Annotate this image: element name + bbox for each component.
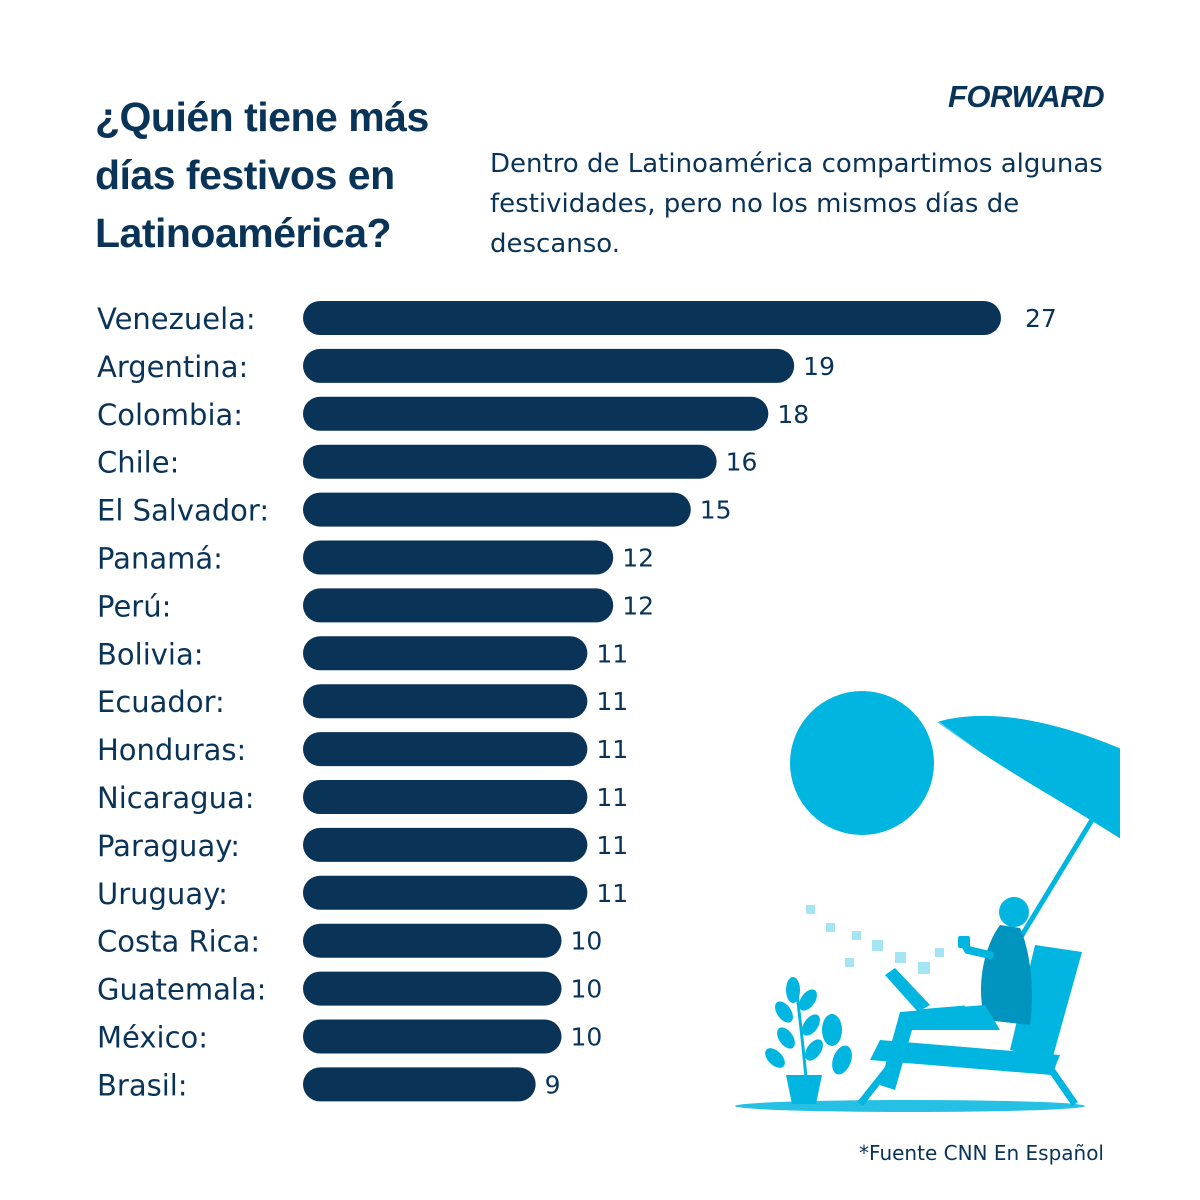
- bar: [303, 492, 691, 527]
- value-label: 12: [622, 591, 654, 620]
- value-label: 15: [700, 496, 732, 525]
- category-label: Honduras:: [97, 733, 246, 767]
- bar: [303, 1067, 536, 1102]
- value-label: 19: [803, 352, 835, 381]
- beach-umbrella-person-laptop-icon: [735, 691, 1120, 1112]
- chart-title: ¿Quién tiene más días festivos en Latino…: [95, 94, 429, 256]
- category-label: Nicaragua:: [97, 781, 255, 815]
- value-label: 10: [571, 927, 603, 956]
- bar: [303, 636, 588, 671]
- bar: [303, 540, 614, 575]
- category-label: Bolivia:: [97, 637, 204, 671]
- category-label: Uruguay:: [97, 877, 228, 911]
- bar: [303, 301, 1001, 335]
- category-label: El Salvador:: [97, 494, 269, 528]
- value-label: 11: [596, 831, 628, 860]
- bar: [303, 827, 588, 862]
- category-label: Paraguay:: [97, 829, 240, 863]
- value-label: 18: [777, 400, 809, 429]
- bar: [303, 396, 769, 431]
- category-label: México:: [97, 1021, 208, 1055]
- value-label: 11: [596, 639, 628, 668]
- bar: [303, 444, 717, 479]
- bar: [303, 1019, 562, 1054]
- category-label: Panamá:: [97, 542, 223, 576]
- category-label: Perú:: [97, 589, 171, 623]
- bar: [303, 875, 588, 910]
- category-label: Colombia:: [97, 398, 243, 432]
- value-label: 10: [571, 975, 603, 1004]
- bar: [303, 732, 588, 767]
- logo-text: FORWARD: [948, 79, 1104, 112]
- value-label: 27: [1025, 304, 1057, 333]
- category-label: Costa Rica:: [97, 925, 260, 959]
- chart-subtitle: Dentro de Latinoamérica compartimos algu…: [490, 149, 1103, 259]
- value-label: 11: [596, 735, 628, 764]
- category-label: Argentina:: [97, 350, 248, 384]
- value-label: 9: [545, 1070, 561, 1099]
- category-label: Guatemala:: [97, 973, 266, 1007]
- value-label: 16: [726, 448, 758, 477]
- bar: [303, 588, 614, 623]
- bar: [303, 684, 588, 719]
- bar: [303, 923, 562, 958]
- value-label: 11: [596, 783, 628, 812]
- category-label: Brasil:: [97, 1068, 188, 1102]
- forward-logo: FORWARD: [948, 79, 1105, 112]
- category-label: Ecuador:: [97, 685, 225, 719]
- value-label: 11: [596, 687, 628, 716]
- category-label: Chile:: [97, 446, 179, 480]
- value-label: 12: [622, 544, 654, 573]
- category-label: Venezuela:: [97, 302, 256, 336]
- source-note: *Fuente CNN En Español: [859, 1141, 1104, 1165]
- value-label: 11: [596, 879, 628, 908]
- value-label: 10: [571, 1023, 603, 1052]
- bar: [303, 971, 562, 1006]
- bar: [303, 348, 795, 383]
- bar: [303, 780, 588, 814]
